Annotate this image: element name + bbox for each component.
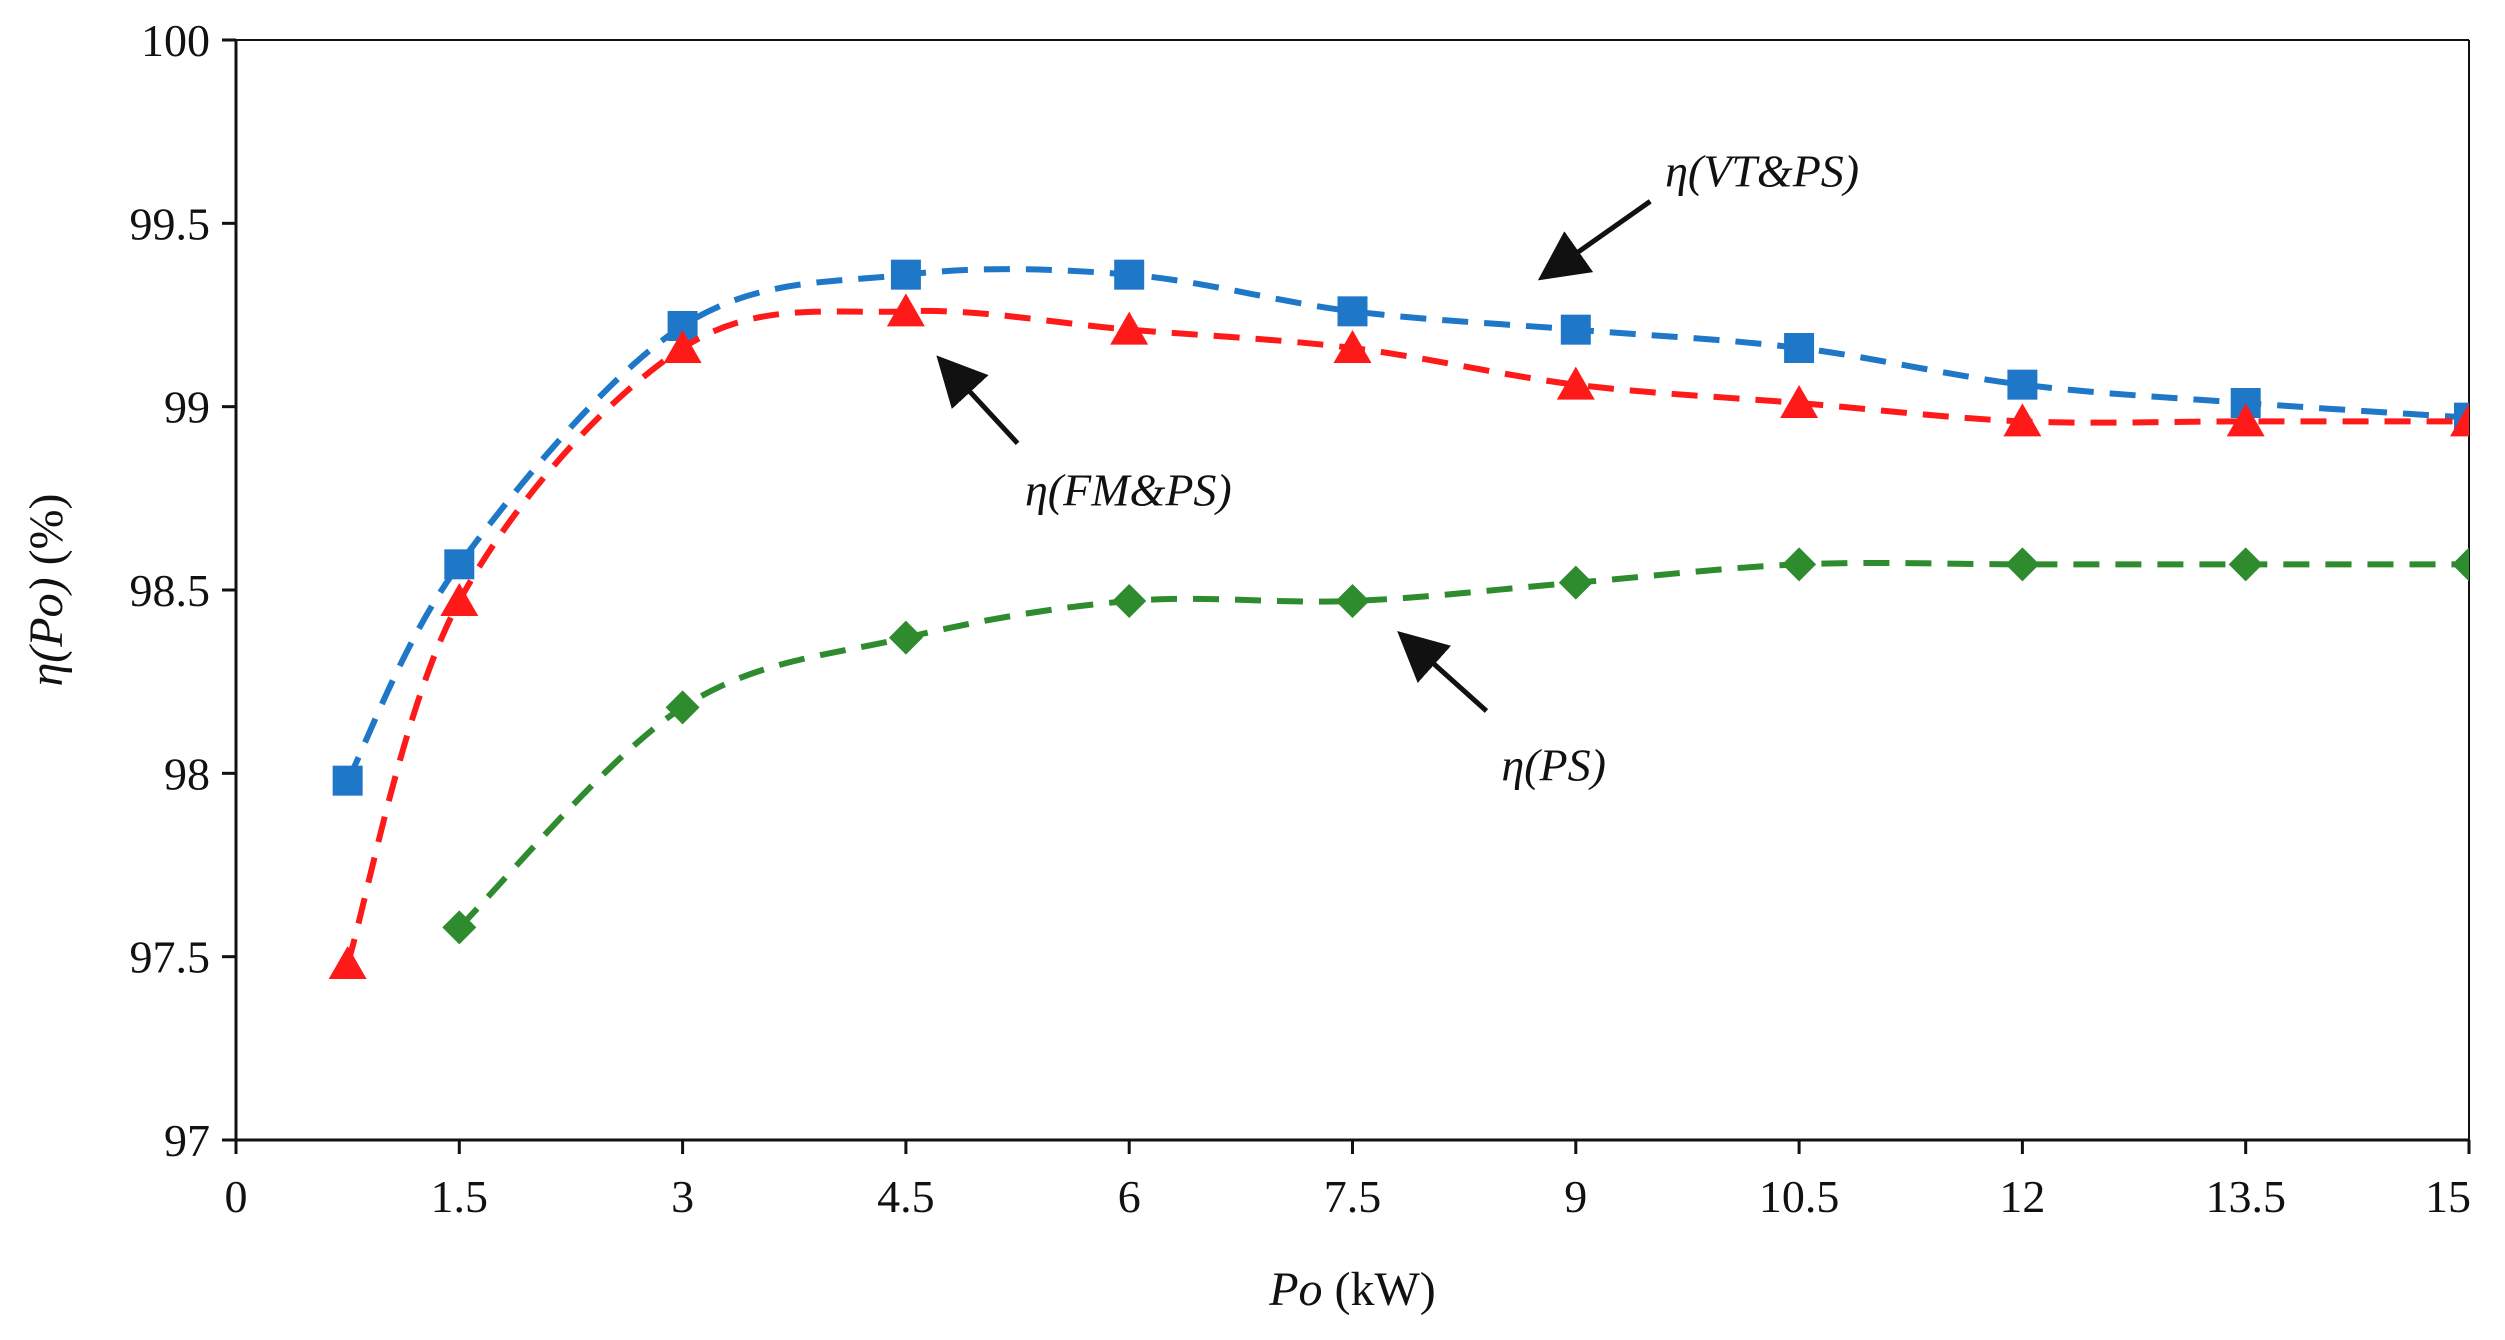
x-tick-label: 12 xyxy=(1999,1171,2045,1222)
x-tick-label: 10.5 xyxy=(1759,1171,1840,1222)
annotation-label: η(VT&PS) xyxy=(1665,146,1859,197)
data-point-square xyxy=(1337,296,1368,327)
data-point-diamond xyxy=(2228,547,2263,582)
series-line xyxy=(344,266,2469,783)
y-axis-title: η(Po) (%) xyxy=(20,493,73,686)
x-tick-label: 4.5 xyxy=(877,1171,935,1222)
y-tick-label: 100 xyxy=(141,15,210,66)
annotations: η(VT&PS) η(FM&PS) η(PS) xyxy=(936,146,1859,791)
data-point-triangle xyxy=(1110,311,1149,345)
x-tick-label: 15 xyxy=(2425,1171,2471,1222)
annotation-fm-ps: η(FM&PS) xyxy=(936,355,1232,516)
x-tick-label: 9 xyxy=(1564,1171,1587,1222)
x-tick-label: 3 xyxy=(671,1171,694,1222)
y-tick-label: 98 xyxy=(164,748,210,799)
y-tick-label: 99 xyxy=(164,382,210,433)
x-tick-label: 6 xyxy=(1118,1171,1141,1222)
data-point-triangle xyxy=(1556,366,1595,400)
data-point-square xyxy=(2007,369,2038,400)
y-tick-label: 99.5 xyxy=(130,198,211,249)
y-tick-label: 97 xyxy=(164,1115,210,1166)
x-axis-title: Po (kW) xyxy=(1268,1263,1436,1316)
data-point-square xyxy=(332,765,363,796)
data-point-diamond xyxy=(2452,547,2469,582)
annotation-vt-ps: η(VT&PS) xyxy=(1537,146,1859,281)
data-point-diamond xyxy=(665,690,700,725)
data-point-triangle xyxy=(663,330,702,363)
annotation-arrow xyxy=(936,355,1020,446)
annotation-ps: η(PS) xyxy=(1397,630,1606,791)
x-axis-unit: (kW) xyxy=(1323,1263,1436,1316)
x-tick-label: 7.5 xyxy=(1324,1171,1382,1222)
data-point-triangle xyxy=(2450,403,2469,437)
annotation-arrow xyxy=(1537,199,1652,281)
data-point-diamond xyxy=(1782,547,1817,582)
y-tick-label: 97.5 xyxy=(130,932,211,983)
data-point-square xyxy=(1560,314,1591,345)
x-axis-variable: Po xyxy=(1268,1263,1322,1316)
series-vt-ps xyxy=(332,259,2469,796)
series-line xyxy=(344,307,2469,965)
x-tick-label: 1.5 xyxy=(431,1171,489,1222)
y-axis-variable: η(Po) xyxy=(20,577,73,686)
x-tick-label: 13.5 xyxy=(2205,1171,2286,1222)
y-axis-unit: (%) xyxy=(20,493,73,577)
x-tick-label: 0 xyxy=(225,1171,248,1222)
y-tick-label: 98.5 xyxy=(130,565,211,616)
data-point-triangle xyxy=(1780,385,1819,418)
series-fm-ps xyxy=(328,293,2469,979)
data-point-diamond xyxy=(1558,565,1593,600)
data-point-diamond xyxy=(1335,584,1370,618)
data-point-square xyxy=(1784,333,1815,363)
data-point-square xyxy=(444,549,475,580)
data-point-diamond xyxy=(442,910,477,945)
annotation-label: η(PS) xyxy=(1501,740,1606,791)
data-point-triangle xyxy=(886,293,925,327)
series-group xyxy=(328,259,2469,979)
data-point-square xyxy=(890,259,921,290)
data-point-triangle xyxy=(1333,330,1372,363)
data-point-diamond xyxy=(888,620,923,655)
annotation-label: η(FM&PS) xyxy=(1025,465,1232,516)
data-point-diamond xyxy=(1112,584,1147,618)
data-point-triangle xyxy=(440,583,479,616)
data-point-triangle xyxy=(328,946,367,979)
data-point-triangle xyxy=(2226,403,2265,437)
data-point-square xyxy=(1114,259,1145,290)
annotation-arrow xyxy=(1397,630,1489,713)
series-line xyxy=(457,559,2469,930)
series-ps xyxy=(442,547,2469,945)
data-point-diamond xyxy=(2005,547,2040,582)
data-point-triangle xyxy=(2003,403,2042,437)
axes: 97 97.5 98 98.5 99 99.5 100 0 1.5 3 4.5 6 7.5 9 10.5 12… xyxy=(130,15,2472,1222)
